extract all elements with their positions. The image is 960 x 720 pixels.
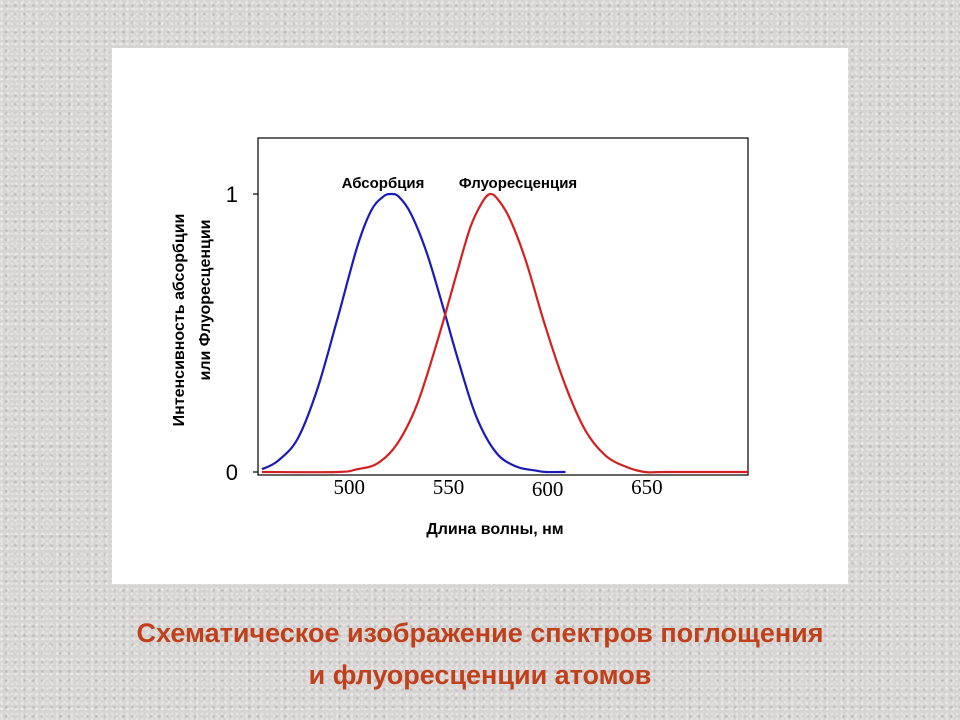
y-tick-label-0: 0 [226, 460, 238, 485]
series-label-fluorescence: Флуоресценция [459, 175, 577, 192]
y-axis-label-line2: или Флуоресценции [197, 219, 214, 380]
caption-line-2: и флуоресценции атомов [308, 660, 652, 690]
caption-line-1: Схематическое изображение спектров погло… [136, 618, 824, 648]
ticks [253, 193, 258, 473]
slide-caption: Схематическое изображение спектров погло… [0, 612, 960, 696]
plot-frame [257, 137, 749, 476]
chart-svg: 0 1 500 550 600 650 Абсорбция Флуоресценция Д… [171, 137, 749, 538]
y-axis-label-line1: Интенсивность абсорбции [171, 214, 188, 427]
y-tick-label-1: 1 [226, 182, 238, 207]
x-tick-label-500: 500 [334, 475, 366, 499]
x-tick-label-650: 650 [631, 475, 663, 499]
series-lines [261, 192, 748, 474]
x-tick-label-600: 600 [532, 477, 564, 501]
chart-panel: 0 1 500 550 600 650 Абсорбция Флуоресценция Д… [112, 48, 848, 584]
x-axis-label: Длина волны, нм [426, 521, 563, 538]
series-line-absorption [261, 192, 566, 474]
series-line-fluorescence [261, 192, 748, 474]
tick-labels: 0 1 500 550 600 650 [226, 182, 663, 501]
x-tick-label-550: 550 [433, 475, 465, 499]
series-label-absorption: Абсорбция [342, 175, 425, 192]
